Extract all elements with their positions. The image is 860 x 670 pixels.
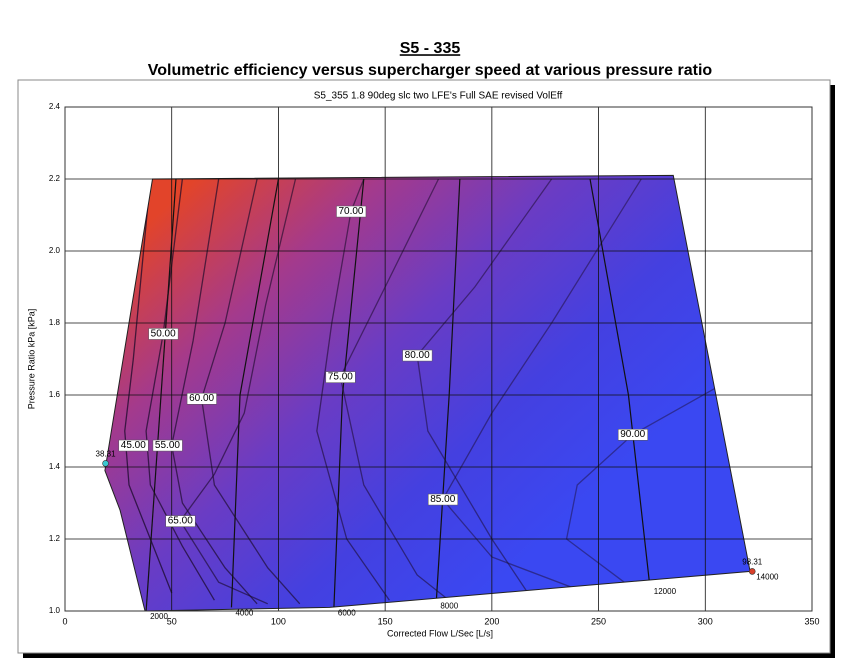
y-tick-label: 1.8 (49, 318, 61, 327)
speed-label: 2000 (150, 612, 168, 621)
speed-label: 14000 (756, 573, 779, 582)
contour-line (441, 178, 642, 591)
contour-label: 70.00 (338, 206, 363, 217)
contour-label: 60.00 (189, 393, 214, 404)
x-tick-label: 200 (484, 616, 499, 626)
speed-label: 8000 (440, 601, 458, 610)
contour-label-box (165, 515, 196, 527)
contour-label: 75.00 (328, 372, 353, 383)
speed-label: 6000 (338, 609, 356, 618)
contour-line (179, 178, 297, 605)
contour-label-box (152, 439, 183, 452)
marker (102, 460, 109, 467)
y-tick-label: 1.4 (49, 462, 61, 471)
y-tick-label: 1.0 (49, 606, 61, 615)
contour-label-box (428, 493, 458, 506)
plot-border (64, 106, 813, 612)
contour-line (124, 178, 173, 594)
surface (104, 174, 751, 612)
contour-label-box (617, 428, 648, 441)
marker-label: 38.31 (96, 450, 117, 459)
x-tick-label: 250 (591, 616, 606, 626)
contour-label: 45.00 (121, 440, 146, 451)
contour-line (145, 178, 215, 601)
contour-line (200, 178, 301, 605)
x-tick-label: 350 (804, 616, 819, 626)
contour-label-box (148, 328, 179, 340)
contour-line (416, 178, 553, 597)
marker-label: 98.31 (742, 558, 763, 567)
x-tick-label: 150 (378, 616, 393, 626)
x-tick-label: 300 (698, 616, 713, 626)
contour-label-box (325, 371, 356, 383)
marker (748, 568, 756, 575)
x-tick-label: 100 (271, 616, 286, 626)
contour-label-box (186, 392, 217, 405)
y-tick-label: 1.2 (49, 534, 61, 543)
y-axis-label: Pressure Ratio kPa [kPa] (26, 309, 36, 410)
contour-label: 50.00 (151, 328, 176, 339)
x-axis-label: Corrected Flow L/Sec [L/s] (387, 628, 493, 638)
y-tick-label: 2.2 (49, 174, 61, 183)
contour-label: 90.00 (620, 429, 645, 440)
speed-label: 12000 (654, 587, 677, 596)
contour-label-box (336, 205, 367, 218)
contour-label: 80.00 (405, 350, 430, 361)
contour-label: 85.00 (430, 494, 455, 505)
y-tick-label: 1.6 (49, 390, 61, 399)
x-tick-label: 0 (62, 616, 67, 626)
y-tick-label: 2.4 (49, 102, 61, 111)
page-subtitle: Volumetric efficiency versus supercharge… (148, 62, 713, 79)
contour-label: 55.00 (155, 440, 180, 451)
x-tick-label: 50 (167, 616, 177, 626)
speed-label: 4000 (235, 609, 253, 618)
contour-line (565, 387, 717, 583)
contour-label-box (402, 349, 433, 362)
y-tick-label: 2.0 (49, 246, 61, 255)
page-title: S5 - 335 (400, 40, 461, 57)
contour-label-box (118, 439, 149, 452)
contour-label: 65.00 (168, 516, 193, 527)
contour-line (339, 178, 454, 605)
chart-title: S5_355 1.8 90deg slc two LFE's Full SAE … (314, 91, 563, 102)
contour-line (171, 178, 258, 605)
